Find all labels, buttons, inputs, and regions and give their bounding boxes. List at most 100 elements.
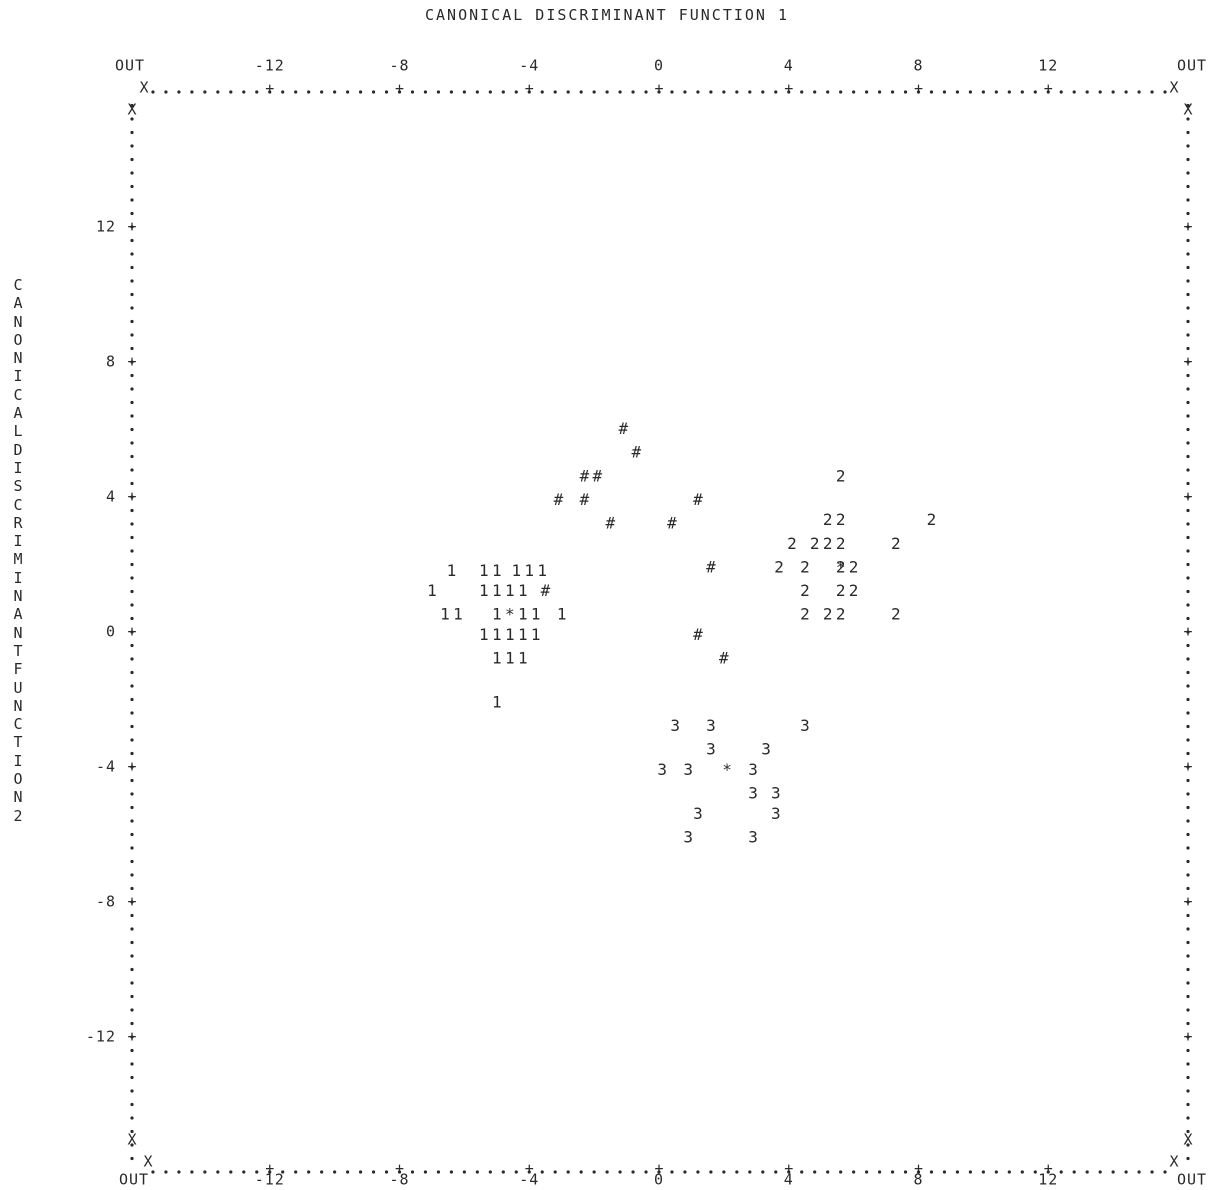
frame-dot-top (1124, 90, 1128, 94)
data-point-group-3: 3 (706, 716, 716, 735)
data-point-group-1: 1 (518, 649, 528, 668)
frame-dot-right (1186, 265, 1190, 270)
frame-dot-left (130, 171, 134, 175)
frame-dot-right (1186, 657, 1190, 661)
data-point-group-2: 2 (836, 557, 846, 576)
x-tick-mark-bottom: + (1044, 1160, 1053, 1178)
frame-dot-right (1186, 643, 1190, 648)
x-tick-label-top: -8 (389, 57, 409, 75)
frame-dot-top (670, 90, 674, 94)
frame-dot-left (130, 724, 134, 729)
frame-dot-top (994, 90, 998, 94)
frame-dot-bottom (151, 1170, 155, 1174)
frame-dot-left (130, 522, 134, 526)
frame-dot-left (130, 1143, 134, 1147)
frame-dot-bottom (916, 1170, 921, 1174)
frame-dot-bottom (903, 1170, 908, 1174)
frame-dot-bottom (475, 1170, 479, 1174)
frame-dot-right (1186, 292, 1190, 297)
frame-dot-bottom (709, 1170, 713, 1174)
out-label: OUT (119, 1171, 149, 1189)
frame-dot-right (1186, 427, 1190, 432)
y-tick-mark-right: + (1183, 623, 1192, 641)
y-axis-title: CANONICAL DISCRIMINANT FUNCTION 2 (13, 276, 23, 825)
frame-dot-right (1186, 805, 1190, 810)
data-point-group-2: 2 (800, 605, 810, 624)
data-point-group-3: 3 (748, 827, 758, 846)
frame-dot-bottom (735, 1170, 739, 1174)
data-point-group-2: 2 (810, 534, 820, 553)
frame-dot-top (527, 90, 531, 94)
frame-dot-top (1098, 90, 1102, 94)
x-tick-label-bottom: 0 (654, 1171, 664, 1189)
frame-dot-bottom (384, 1170, 389, 1174)
frame-dot-right (1186, 522, 1190, 526)
data-point-group-1: 1 (479, 625, 489, 644)
y-tick-mark-left: + (127, 893, 136, 911)
x-tick-label-top: 8 (913, 57, 923, 75)
frame-dot-top (384, 90, 389, 94)
frame-dot-top (216, 90, 220, 94)
frame-dot-bottom (514, 1170, 518, 1174)
data-point-hash: # (541, 581, 551, 600)
frame-dot-left (130, 373, 134, 378)
frame-dot-bottom (1046, 1170, 1050, 1174)
frame-dot-right (1186, 913, 1190, 918)
frame-dot-right (1186, 616, 1190, 621)
frame-dot-left (130, 1021, 134, 1026)
frame-dot-right (1186, 252, 1190, 256)
frame-dot-left (130, 306, 134, 310)
frame-dot-bottom (1163, 1170, 1167, 1174)
frame-dot-bottom (722, 1170, 726, 1174)
frame-dot-right (1186, 130, 1190, 135)
frame-dot-left (130, 589, 134, 594)
data-point-group-3: 3 (761, 740, 771, 759)
frame-dot-bottom (696, 1170, 700, 1174)
data-point-group-2: 2 (836, 581, 846, 600)
corner-marker: X (1183, 101, 1192, 119)
frame-dot-bottom (307, 1170, 311, 1174)
frame-dot-bottom (566, 1170, 570, 1174)
frame-dot-left (130, 630, 134, 634)
frame-dot-left (130, 333, 134, 337)
frame-dot-left (130, 360, 134, 364)
chart-title: CANONICAL DISCRIMINANT FUNCTION 1 (424, 6, 789, 24)
frame-dot-top (540, 90, 544, 94)
frame-dot-top (722, 90, 726, 94)
x-tick-label-top: 0 (654, 57, 664, 75)
frame-dot-bottom (826, 1170, 830, 1174)
frame-dot-bottom (190, 1170, 194, 1174)
data-point-group-1: 1 (518, 625, 528, 644)
frame-dot-top (229, 90, 233, 94)
y-tick-label: -4 (96, 758, 116, 776)
frame-dot-right (1186, 940, 1190, 945)
frame-dot-left (130, 265, 134, 270)
x-tick-mark-top: + (1044, 80, 1053, 98)
frame-dot-top (852, 90, 856, 94)
frame-dot-bottom (320, 1170, 324, 1174)
frame-dot-left (130, 387, 134, 391)
frame-dot-top (1085, 90, 1089, 94)
data-point-group-2: 2 (823, 510, 833, 529)
frame-dot-top (696, 90, 700, 94)
frame-dot-right (1186, 1116, 1190, 1120)
frame-dot-top (501, 90, 505, 94)
data-point-group-1: 1 (524, 561, 534, 580)
frame-dot-top (748, 90, 752, 94)
frame-dot-top (475, 90, 479, 94)
frame-dot-left (130, 1062, 134, 1066)
data-point-group-2: 2 (823, 605, 833, 624)
frame-dot-top (1150, 90, 1154, 94)
frame-dot-bottom (229, 1170, 233, 1174)
frame-dot-right (1186, 454, 1190, 459)
frame-dot-top (1020, 90, 1024, 94)
frame-dot-bottom (813, 1170, 817, 1174)
data-point-group-1: 1 (531, 605, 541, 624)
data-point-group-2: 2 (849, 557, 859, 576)
frame-dot-left (130, 549, 134, 553)
frame-dot-top (1007, 90, 1011, 94)
frame-dot-right (1186, 171, 1190, 175)
data-point-hash: # (693, 490, 703, 509)
frame-dot-top (916, 90, 921, 94)
x-tick-label-bottom: -8 (389, 1171, 409, 1189)
